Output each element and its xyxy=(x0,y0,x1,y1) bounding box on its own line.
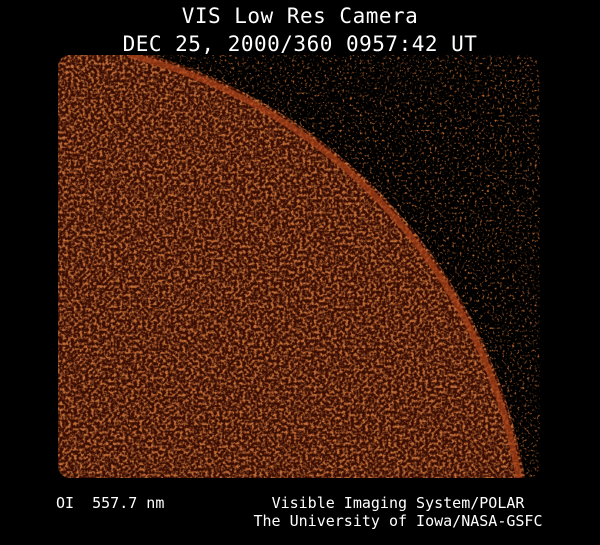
credit-line-1: Visible Imaging System/POLAR xyxy=(271,494,525,512)
earth-limb-arc xyxy=(127,55,522,478)
image-title: VIS Low Res Camera xyxy=(181,4,419,28)
wavelength-label: OI 557.7 nm xyxy=(56,494,165,512)
credit-line-2: The University of Iowa/NASA-GSFC xyxy=(253,512,543,530)
credit-block: Visible Imaging System/POLAR The Univers… xyxy=(252,494,544,530)
image-timestamp: DEC 25, 2000/360 0957:42 UT xyxy=(122,32,478,56)
